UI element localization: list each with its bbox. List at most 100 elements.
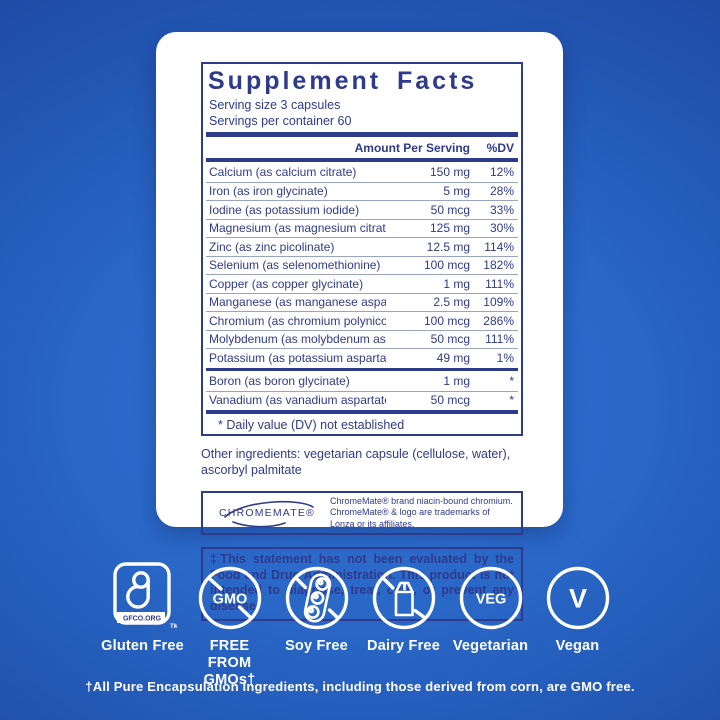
no-soy-icon [283,560,351,636]
vegan-icon: V [544,560,612,636]
nutrient-amount: 2.5 mg [433,295,470,310]
badge-gluten-free: GFCO.ORG TM Gluten Free [99,560,186,689]
divider-thick [206,367,518,371]
chromemate-logo-text: ChromeMate® [219,507,315,519]
nutrient-name: Chromium (as chromium polynicotinate) [209,313,386,328]
table-row: Vanadium (as vanadium aspartate) 50 mcg * [206,390,518,410]
supplement-facts-panel: Supplement Facts Serving size 3 capsules… [201,62,523,621]
table-row: Potassium (as potassium aspartate) 49 mg 1… [206,348,518,367]
divider-thick [206,410,518,414]
nutrient-amount: 125 mg [429,221,470,236]
nutrient-amount: 1 mg [443,276,470,291]
column-amount-header: Amount Per Serving [354,140,470,155]
nutrient-amount: 12.5 mg [426,239,470,254]
nutrient-name: Magnesium (as magnesium citrate) [209,221,386,236]
nutrient-dv: 109% [483,295,514,310]
svg-text:TM: TM [170,624,177,630]
badge-label: Soy Free [285,638,348,654]
chromemate-swoosh-icon [224,500,314,528]
badge-vegan: V Vegan [534,560,621,689]
nutrient-dv: 30% [489,221,514,236]
nutrient-dv: * [509,393,514,408]
nutrient-name: Boron (as boron glycinate) [209,374,350,389]
certification-badges-row: GFCO.ORG TM Gluten Free GMO FREE FROM GM… [0,560,720,689]
table-row: Manganese (as manganese aspartate) 2.5 mg… [206,292,518,312]
nutrient-dv: 182% [483,258,514,273]
svg-text:GMO: GMO [212,592,247,608]
badge-label: Vegetarian [452,638,529,654]
nutrient-name: Molybdenum (as molybdenum aspartate) [209,332,386,347]
other-ingredients: Other ingredients: vegetarian capsule (c… [201,447,511,477]
badge-dairy-free: Dairy Free [360,560,447,689]
nutrient-dv: 114% [484,239,514,254]
badge-label: Vegan [555,638,600,654]
svg-text:VEG: VEG [475,592,506,608]
no-dairy-icon [370,560,438,636]
nutrient-name: Vanadium (as vanadium aspartate) [209,393,386,408]
nutrient-dv: 111% [485,332,514,347]
nutrient-name: Selenium (as selenomethionine) [209,258,381,273]
nutrient-dv: 28% [489,184,514,199]
badge-label: Gluten Free [101,638,184,654]
divider-thick [206,132,518,137]
nutrient-amount: 50 mcg [430,393,470,408]
fda-statement: ‡This statement has not been evaluated b… [201,547,523,621]
table-row: Boron (as boron glycinate) 1 mg * [206,372,518,391]
nutrient-dv: * [509,374,514,389]
badge-soy-free: Soy Free [273,560,360,689]
column-dv-header: %DV [486,140,514,155]
chromemate-logo: ChromeMate® [209,495,325,531]
nutrient-dv: 12% [489,165,514,180]
no-gmo-icon: GMO [196,560,264,636]
gfco-gluten-free-icon: GFCO.ORG TM [109,560,177,636]
chromemate-description: ChromeMate® brand niacin-bound chromium.… [330,495,513,529]
nutrient-name: Copper (as copper glycinate) [209,276,364,291]
nutrient-dv: 33% [489,202,514,217]
table-row: Iron (as iron glycinate) 5 mg 28% [206,181,518,201]
table-row: Zinc (as zinc picolinate) 12.5 mg 114% [206,237,518,256]
panel-title: Supplement Facts [208,67,478,95]
badge-label: Dairy Free [367,638,440,654]
nutrient-dv: 111% [485,276,514,291]
nutrient-rows-main: Calcium (as calcium citrate) 150 mg 12% Ir… [206,163,518,367]
table-row: Chromium (as chromium polynicotinate) 100… [206,311,518,330]
table-row: Iodine (as potassium iodide) 50 mcg 33% [206,200,518,219]
table-row: Selenium (as selenomethionine) 100 mcg 182… [206,255,518,275]
nutrient-dv: 286% [483,313,514,328]
nutrient-name: Manganese (as manganese aspartate) [209,295,386,310]
table-row: Molybdenum (as molybdenum aspartate) 50 m… [206,329,518,349]
nutrient-name: Zinc (as zinc picolinate) [209,239,335,254]
nutrient-amount: 5 mg [443,184,470,199]
servings-per-container: Servings per container 60 [209,114,352,128]
chromemate-trademark-box: ChromeMate® ChromeMate® brand niacin-bou… [201,491,523,535]
nutrient-rows-no-dv: Boron (as boron glycinate) 1 mg * Vanadium… [206,372,518,409]
nutrient-amount: 150 mg [429,165,470,180]
serving-size: Serving size 3 capsules [209,98,341,112]
table-row: Calcium (as calcium citrate) 150 mg 12% [206,163,518,182]
nutrient-amount: 50 mcg [430,332,470,347]
svg-text:V: V [568,584,586,614]
vegetarian-icon: VEG [457,560,525,636]
nutrient-name: Iodine (as potassium iodide) [209,202,360,217]
supplement-label-card: Supplement Facts Serving size 3 capsules… [156,32,563,621]
dv-footnote: * Daily value (DV) not established [218,417,405,432]
svg-text:GFCO.ORG: GFCO.ORG [122,616,161,623]
nutrient-name: Calcium (as calcium citrate) [209,165,357,180]
nutrient-name: Potassium (as potassium aspartate) [209,350,386,365]
nutrient-amount: 1 mg [443,374,470,389]
badge-gmo-free: GMO FREE FROM GMOs† [186,560,273,689]
supplement-facts-table: Supplement Facts Serving size 3 capsules… [201,62,523,436]
table-row: Magnesium (as magnesium citrate) 125 mg 30… [206,218,518,238]
nutrient-amount: 50 mcg [430,202,470,217]
nutrient-dv: 1% [496,350,514,365]
badge-label: FREE FROM GMOs† [203,638,256,688]
table-header: Amount Per Serving %DV [206,138,518,157]
badge-vegetarian: VEG Vegetarian [447,560,534,689]
nutrient-amount: 49 mg [436,350,470,365]
table-row: Copper (as copper glycinate) 1 mg 111% [206,274,518,293]
nutrient-amount: 100 mcg [423,258,470,273]
nutrient-amount: 100 mcg [423,313,470,328]
divider-thick [206,158,518,162]
nutrient-name: Iron (as iron glycinate) [209,184,328,199]
gmo-footnote: †All Pure Encapsulation Ingredients, inc… [85,679,635,694]
